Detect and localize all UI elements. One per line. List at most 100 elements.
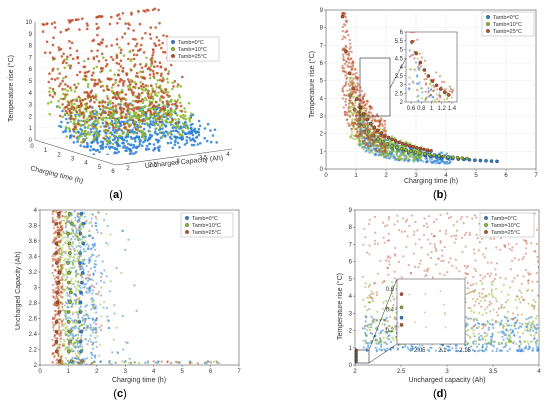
panel-d-point [481, 343, 484, 347]
panel-a-point [60, 120, 63, 124]
panel-c-points [51, 210, 221, 365]
panel-c-point [124, 248, 127, 251]
panel-a-point [74, 125, 78, 129]
panel-a-point [141, 70, 145, 74]
panel-a-point [87, 57, 90, 61]
panel-c-key-point [56, 280, 61, 285]
panel-a-point [128, 125, 131, 128]
panel-b-inset-key-point [438, 87, 443, 91]
panel-c-point [54, 297, 57, 300]
panel-c-point [79, 268, 82, 271]
panel-a-point [111, 101, 115, 105]
panel-c-point [175, 360, 178, 363]
panel-d-point [374, 346, 377, 349]
panel-a-point [83, 130, 87, 133]
panel-a-point [137, 145, 140, 148]
panel-a-point [148, 103, 152, 106]
panel-b-inset-point [424, 72, 427, 75]
panel-b-point [352, 90, 355, 94]
panel-b-key-point [390, 143, 394, 148]
panel-a-point [169, 63, 173, 67]
caption-c: (c) [113, 388, 126, 400]
panel-c-point [70, 244, 73, 247]
panel-b-inset-point [435, 71, 438, 74]
panel-b-x-tick-label: 4 [444, 173, 448, 179]
panel-a-point [149, 37, 153, 40]
panel-b-key-point [351, 86, 355, 90]
panel-d-point [527, 342, 530, 345]
panel-b-inset-point [417, 63, 420, 67]
panel-b-point [359, 127, 363, 130]
panel-c-point [114, 361, 117, 364]
panel-d-point [530, 340, 533, 343]
panel-b-point [378, 122, 382, 125]
legend-marker [486, 22, 490, 26]
panel-b-point [354, 84, 357, 87]
panel-d-point [535, 342, 538, 345]
panel-c-point [66, 242, 69, 246]
panel-d-point [390, 340, 393, 344]
panel-a-point [116, 125, 119, 128]
panel-a-point [176, 85, 179, 88]
panel-c-point [77, 216, 80, 219]
panel-d-point [494, 297, 497, 300]
panel-a-point [131, 93, 135, 96]
panel-a-point [205, 139, 209, 143]
panel-a-point [81, 17, 84, 21]
panel-a-point [157, 8, 160, 12]
panel-a-point [192, 143, 196, 147]
panel-c-point [91, 347, 94, 350]
panel-a-point [127, 57, 130, 61]
panel-b-point [357, 142, 360, 146]
panel-a-point [130, 152, 134, 155]
panel-a-point [101, 110, 105, 113]
panel-b-point [344, 94, 347, 97]
panel-b-point [354, 114, 357, 118]
panel-b-inset-y-tick-label: 3.5 [395, 74, 404, 80]
panel-a-point [87, 130, 90, 134]
panel-c-point [52, 329, 55, 332]
panel-a-point [169, 123, 173, 126]
panel-c-key-point [54, 241, 59, 246]
panel-d-point [476, 345, 479, 348]
panel-d-point [464, 322, 468, 325]
panel-a-point [199, 141, 202, 145]
panel-c-point [78, 224, 81, 227]
panel-a-point [124, 146, 127, 149]
panel-a-point [116, 129, 119, 132]
panel-d-point [367, 346, 370, 349]
panel-d-point [470, 345, 473, 348]
panel-a-point [79, 144, 82, 147]
panel-a-point [62, 130, 65, 134]
panel-d-point [394, 336, 397, 339]
panel-c-point [69, 298, 72, 301]
panel-b-inset-point [451, 90, 454, 94]
panel-a-point [155, 83, 158, 86]
panel-c-point [90, 255, 93, 258]
panel-a-point [92, 67, 96, 70]
panel-a-point [138, 109, 141, 112]
panel-c-point [74, 219, 77, 222]
panel-a-point [116, 136, 120, 140]
panel-a-point [85, 136, 88, 140]
panel-a-point [90, 117, 93, 120]
panel-a-point [129, 59, 133, 63]
panel-c-point [84, 317, 88, 320]
panel-c-point [73, 210, 76, 213]
panel-c-key-point [68, 290, 73, 295]
panel-a-point [152, 75, 155, 78]
panel-a-point [190, 112, 193, 115]
panel-c-point [51, 318, 55, 321]
panel-a-point [125, 139, 129, 143]
panel-c-point [54, 247, 58, 250]
panel-a-point [109, 141, 112, 145]
panel-a-point [50, 77, 54, 81]
panel-a-point [115, 61, 119, 65]
panel-d-point [366, 349, 369, 353]
panel-c-point [91, 225, 94, 228]
panel-b-inset-point [424, 98, 427, 101]
panel-c-point [92, 342, 95, 345]
panel-c-point [58, 349, 61, 352]
panel-a-point [121, 146, 125, 149]
panel-b-inset-point [413, 57, 416, 60]
